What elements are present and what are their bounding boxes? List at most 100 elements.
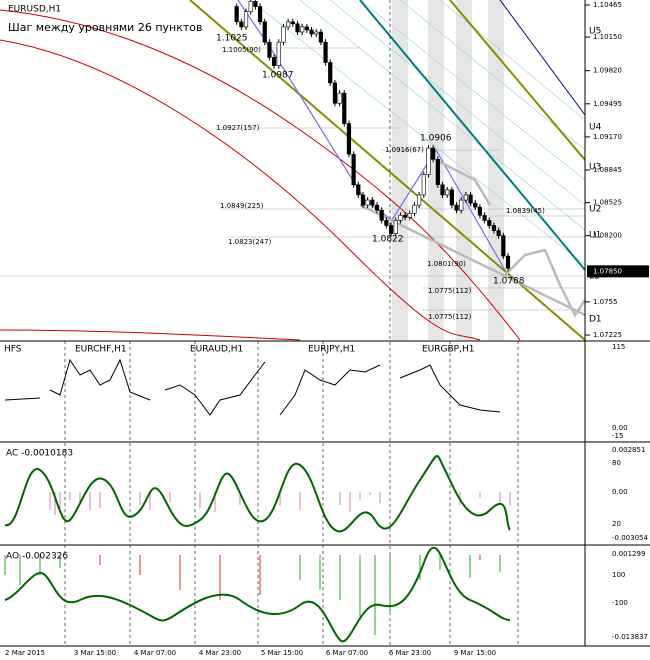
price-label: 1.0906 (420, 134, 452, 144)
candle (449, 189, 454, 206)
candle (272, 57, 277, 66)
ac-histogram (49, 492, 511, 515)
candle (473, 202, 478, 208)
candle (257, 6, 263, 23)
time-label: 9 Mar 15:00 (454, 649, 496, 657)
candle (253, 1, 258, 7)
candle (239, 21, 244, 28)
y-tick-label: 1.09170 (593, 133, 622, 141)
level-note: 1.0775(112) (428, 287, 472, 295)
candle (365, 199, 370, 206)
level-name: U2 (589, 205, 601, 215)
candle (459, 199, 464, 211)
level-lines (0, 47, 585, 311)
candle (440, 184, 445, 196)
y-tick-label: 1.0755 (593, 298, 618, 306)
pair: EURJPY,H1 (308, 345, 355, 355)
candle (323, 41, 328, 63)
ao-line (4, 546, 511, 643)
candle (276, 41, 281, 66)
axis-label: 0.00 (612, 424, 628, 432)
candle (267, 41, 272, 58)
time-label: 4 Mar 23:00 (199, 649, 241, 657)
pair: EURAUD,H1 (190, 345, 243, 355)
level-note: 1.1005(90) (222, 46, 261, 54)
y-tick-label: 1.08200 (593, 232, 622, 240)
candle (496, 230, 501, 236)
axis-label: -15 (612, 432, 623, 440)
level-name: U4 (589, 123, 602, 133)
level-note: 1.0849(225) (220, 202, 264, 210)
price-label: 1.0822 (372, 235, 404, 245)
level-name: U3 (589, 163, 601, 173)
current-price-box (587, 265, 649, 278)
level-note: 1.0927(157) (216, 124, 260, 132)
y-tick-label: 1.09495 (593, 100, 622, 108)
candle (445, 189, 450, 196)
symbol: EURUSD,H1 (8, 5, 61, 15)
y-tick-label: 1.07225 (593, 331, 622, 339)
level-note: 1.0775(112) (428, 313, 472, 321)
axis-label: 20 (612, 520, 621, 528)
candle (505, 255, 511, 269)
panel-title: HFS (4, 345, 22, 355)
candle (398, 215, 403, 221)
time-label: 6 Mar 07:00 (326, 649, 368, 657)
axis-label: 115 (612, 343, 625, 351)
y-tick-label: 1.08845 (593, 166, 622, 174)
candle (412, 204, 417, 214)
pair: EURCHF,H1 (75, 345, 127, 355)
ac-line (4, 455, 511, 533)
y-tick-label: 1.09820 (593, 67, 622, 75)
candle (454, 204, 459, 211)
candle (370, 199, 375, 206)
panel-title: AO -0.002326 (6, 552, 68, 562)
candle (477, 206, 483, 216)
candle (346, 123, 352, 155)
candle (501, 235, 506, 257)
candle (314, 31, 319, 35)
candle (426, 147, 431, 175)
candle (379, 209, 384, 221)
axis-label: -100 (612, 599, 628, 607)
time-label: 6 Mar 23:00 (389, 649, 431, 657)
candle (351, 153, 356, 186)
candle (300, 26, 305, 33)
time-label: 3 Mar 15:00 (74, 649, 116, 657)
axis-label: 0.002851 (612, 446, 645, 454)
candle (384, 220, 389, 226)
panel-title: AC -0.0010183 (6, 449, 73, 459)
candle (243, 11, 249, 28)
time-label: 2 Mar 2015 (5, 649, 45, 657)
indicator-lines (0, 0, 587, 341)
candle (318, 31, 323, 43)
level-note: 1.0823(247) (228, 238, 272, 246)
candle (421, 174, 426, 196)
candle (332, 82, 338, 104)
candle (388, 225, 394, 234)
candle (487, 220, 492, 226)
candle (491, 225, 497, 231)
axis-label: 0.001299 (612, 550, 645, 558)
fan-lines (249, 0, 586, 266)
y-tick-label: 1.10465 (593, 1, 622, 9)
note: Шаг между уровнями 26 пунктов (8, 21, 202, 34)
y-tick-label: 1.10150 (593, 33, 622, 41)
candle (407, 212, 412, 218)
axis-label: 100 (612, 571, 625, 579)
candle (286, 21, 291, 28)
time-label: 5 Mar 15:00 (261, 649, 303, 657)
axis-label: -0.013837 (612, 633, 648, 641)
level-name: U5 (589, 27, 601, 37)
level-note: 1.0839(45) (506, 207, 545, 215)
candle (309, 29, 314, 35)
candle (402, 215, 408, 218)
candle (356, 184, 361, 196)
level-name: D1 (589, 315, 602, 325)
candle (374, 204, 380, 211)
candle (342, 92, 347, 124)
axis-label: 0.00 (612, 488, 628, 496)
